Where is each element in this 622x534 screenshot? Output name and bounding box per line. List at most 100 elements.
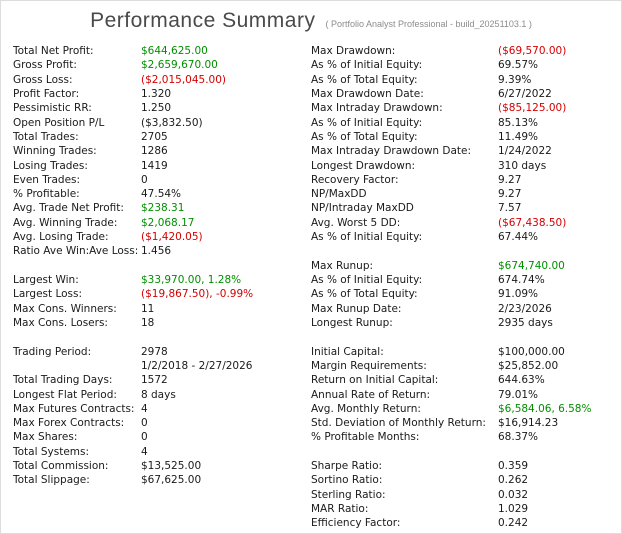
spacer-row [311,244,617,258]
metric-value: 2935 days [498,316,553,329]
summary-row: Max Intraday Drawdown Date: 1/24/2022 [311,144,617,158]
summary-row: As % of Total Equity: 91.09% [311,287,617,301]
metric-value: 2978 [141,345,168,358]
summary-row: Largest Win: $33,970.00, 1.28% [13,273,305,287]
metric-label: Winning Trades: [13,145,97,158]
summary-row: NP/Intraday MaxDD 7.57 [311,201,617,215]
metric-value: 9.27 [498,173,522,186]
metric-label: Return on Initial Capital: [311,374,439,387]
metric-label: Trading Period: [13,345,92,358]
metric-label: Total Trades: [13,130,79,143]
summary-row: Trading Period: 2978 [13,345,305,359]
metric-label: Max Drawdown: [311,45,396,57]
summary-row: Ratio Ave Win:Ave Loss: 1.456 [13,244,305,258]
metrics-column-right: Max Drawdown: ($69,570.00) As % of Initial… [311,44,617,531]
metric-label: As % of Total Equity: [311,288,418,301]
metric-value: 2705 [141,130,168,143]
metric-value: $13,525.00 [141,460,202,473]
metric-value: ($1,420.05) [141,231,203,244]
metric-label: MAR Ratio: [311,503,369,515]
metric-value: 1.029 [498,503,529,515]
summary-row: As % of Initial Equity: 67.44% [311,230,617,244]
summary-row: Efficiency Factor: 0.242 [311,516,617,530]
metric-value: 0 [141,431,148,444]
metric-value: 85.13% [498,116,539,129]
metric-value: 0.359 [498,460,529,473]
summary-row: Longest Runup: 2935 days [311,316,617,330]
metric-value: $67,625.00 [141,474,202,487]
metrics-column-left: Total Net Profit: $644,625.00 Gross Profit… [13,44,305,488]
metric-value: $16,914.23 [498,417,559,430]
metric-label: Sortino Ratio: [311,474,383,487]
metric-label: Longest Drawdown: [311,159,416,172]
summary-row: Max Runup Date: 2/23/2026 [311,302,617,316]
metric-value: 9.39% [498,73,532,86]
metric-value: ($2,015,045.00) [141,73,227,86]
summary-row: As % of Total Equity: 11.49% [311,130,617,144]
metric-value: $6,584.06, 6.58% [498,402,592,415]
metric-label: As % of Total Equity: [311,73,418,86]
summary-row: Avg. Winning Trade: $2,068.17 [13,216,305,230]
summary-row: Max Intraday Drawdown: ($85,125.00) [311,101,617,115]
metric-label: Avg. Monthly Return: [311,402,421,415]
metric-value: 1/2/2018 - 2/27/2026 [141,359,253,372]
summary-row: Max Drawdown Date: 6/27/2022 [311,87,617,101]
summary-row: Avg. Losing Trade: ($1,420.05) [13,230,305,244]
metric-label: NP/Intraday MaxDD [311,202,414,215]
metric-label: Margin Requirements: [311,359,427,372]
summary-row: Even Trades: 0 [13,173,305,187]
metric-value: 8 days [141,388,176,401]
metric-value: ($3,832.50) [141,116,203,129]
spacer-row [311,330,617,344]
metric-value: 0 [141,173,148,186]
metric-label: Avg. Trade Net Profit: [13,202,124,215]
summary-row: Open Position P/L ($3,832.50) [13,116,305,130]
metric-value: 1/24/2022 [498,145,552,158]
metric-value: ($85,125.00) [498,102,567,115]
metric-label: Max Runup Date: [311,302,402,315]
summary-row: As % of Initial Equity: 85.13% [311,116,617,130]
metric-value: 68.37% [498,431,539,444]
metric-value: 79.01% [498,388,539,401]
metric-label: Largest Win: [13,274,79,286]
metric-label: As % of Initial Equity: [311,116,423,129]
metric-value: $2,659,670.00 [141,59,218,72]
metric-label: Max Forex Contracts: [13,417,125,430]
summary-row: MAR Ratio: 1.029 [311,502,617,516]
metric-label: Largest Loss: [13,288,83,301]
metric-value: ($69,570.00) [498,45,567,57]
summary-row: NP/MaxDD 9.27 [311,187,617,201]
metric-value: 47.54% [141,188,182,201]
metric-value: 0.262 [498,474,529,487]
summary-row: Std. Deviation of Monthly Return: $16,914… [311,416,617,430]
page-title: Performance Summary [90,9,316,32]
metric-value: $674,740.00 [498,259,565,272]
summary-row: As % of Initial Equity: 69.57% [311,58,617,72]
metric-value: 1572 [141,374,168,387]
summary-row: Sharpe Ratio: 0.359 [311,459,617,473]
summary-row: Initial Capital: $100,000.00 [311,345,617,359]
metric-label: Gross Profit: [13,59,77,72]
summary-row: Total Slippage: $67,625.00 [13,473,305,487]
metric-value: 2/23/2026 [498,302,552,315]
summary-row: Gross Profit: $2,659,670.00 [13,58,305,72]
metric-label: Longest Flat Period: [13,388,117,401]
metric-label [13,330,141,344]
metric-label: Max Cons. Winners: [13,302,117,315]
summary-row: Losing Trades: 1419 [13,159,305,173]
metric-label: Gross Loss: [13,73,73,86]
metric-label: Max Futures Contracts: [13,402,135,415]
metric-label: Total Systems: [13,445,90,458]
metric-value: $2,068.17 [141,216,195,229]
summary-row: Winning Trades: 1286 [13,144,305,158]
summary-row: Avg. Worst 5 DD: ($67,438.50) [311,216,617,230]
metric-value: 1286 [141,145,168,158]
metric-label: Annual Rate of Return: [311,388,431,401]
metric-value: 4 [141,445,148,458]
metric-label: Losing Trades: [13,159,88,172]
metric-label: Max Runup: [311,259,374,272]
metric-label: Max Intraday Drawdown Date: [311,145,472,158]
summary-row: Max Shares: 0 [13,430,305,444]
summary-row: Profit Factor: 1.320 [13,87,305,101]
summary-row: Margin Requirements: $25,852.00 [311,359,617,373]
